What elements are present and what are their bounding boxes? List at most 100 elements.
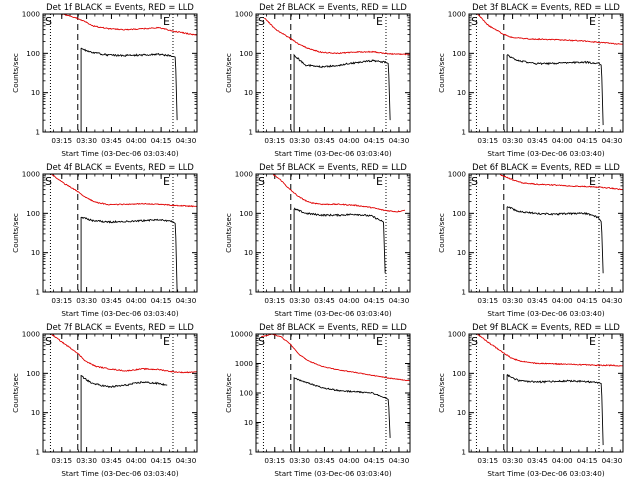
x-tick-label: 03:15 (264, 136, 285, 145)
y-tick-label: 1 (248, 448, 253, 457)
y-tick-label: 10 (457, 408, 467, 417)
plot-frame (42, 333, 198, 453)
x-tick-label: 03:30 (289, 296, 310, 305)
x-tick-label: 03:30 (502, 296, 523, 305)
y-tick-label: 100 (26, 209, 40, 218)
x-tick-label: 04:00 (339, 136, 360, 145)
lld-series-line (498, 174, 623, 191)
y-axis-label: Counts/sec (437, 53, 446, 93)
events-series-line (293, 53, 391, 132)
y-tick-label: 10 (31, 408, 41, 417)
start-marker: S (471, 15, 478, 28)
x-tick-label: 03:45 (101, 456, 122, 465)
x-tick-label: 04:30 (602, 296, 623, 305)
x-tick-label: 04:15 (364, 296, 385, 305)
x-axis-label: Start Time (03-Dec-06 03:03:40) (274, 469, 391, 478)
plot-frame (255, 13, 411, 133)
x-axis-label: Start Time (03-Dec-06 03:03:40) (487, 309, 604, 318)
start-marker: S (258, 335, 265, 348)
x-tick-label: 04:15 (577, 296, 598, 305)
y-tick-label: 10 (244, 418, 254, 427)
x-tick-label: 03:30 (76, 456, 97, 465)
plot-frame (255, 173, 411, 293)
y-axis-label: Counts/sec (224, 53, 233, 93)
x-tick-label: 03:30 (289, 136, 310, 145)
chart-title: Det 5f BLACK = Events, RED = LLD (259, 162, 407, 172)
chart-title: Det 8f BLACK = Events, RED = LLD (259, 322, 407, 332)
y-axis-label: Counts/sec (224, 373, 233, 413)
y-tick-label: 100 (26, 49, 40, 58)
plot-frame (468, 333, 624, 453)
x-tick-label: 03:15 (51, 136, 72, 145)
end-marker: E (589, 335, 596, 348)
events-series-line (506, 206, 604, 292)
y-axis-label: Counts/sec (11, 373, 20, 413)
x-tick-label: 03:45 (527, 136, 548, 145)
x-tick-label: 04:00 (126, 296, 147, 305)
end-marker: E (589, 175, 596, 188)
x-tick-label: 04:30 (602, 136, 623, 145)
x-tick-label: 04:30 (176, 296, 197, 305)
x-tick-label: 03:30 (76, 136, 97, 145)
x-tick-label: 04:30 (389, 456, 410, 465)
y-tick-label: 1000 (448, 170, 467, 179)
x-tick-label: 03:15 (477, 296, 498, 305)
y-tick-label: 1 (35, 128, 40, 137)
chart-title: Det 9f BLACK = Events, RED = LLD (472, 322, 620, 332)
x-tick-label: 04:15 (151, 296, 172, 305)
chart-panel-1: Det 1f BLACK = Events, RED = LLD Start Ti… (11, 2, 198, 158)
chart-panel-4: Det 4f BLACK = Events, RED = LLD Start Ti… (11, 162, 198, 318)
x-tick-label: 03:30 (289, 456, 310, 465)
x-tick-label: 04:30 (602, 456, 623, 465)
x-tick-label: 04:00 (552, 136, 573, 145)
y-tick-label: 10000 (230, 330, 253, 339)
y-tick-label: 100 (452, 49, 466, 58)
end-marker: E (163, 175, 170, 188)
x-tick-label: 04:00 (552, 296, 573, 305)
y-axis-label: Counts/sec (224, 213, 233, 253)
x-axis-label: Start Time (03-Dec-06 03:03:40) (487, 149, 604, 158)
events-series-line (293, 207, 386, 292)
plot-frame (42, 173, 198, 293)
chart-title: Det 1f BLACK = Events, RED = LLD (46, 2, 194, 12)
chart-title: Det 3f BLACK = Events, RED = LLD (472, 2, 620, 12)
chart-panel-7: Det 7f BLACK = Events, RED = LLD Start Ti… (11, 322, 198, 478)
y-tick-label: 1 (248, 128, 253, 137)
chart-title: Det 7f BLACK = Events, RED = LLD (46, 322, 194, 332)
x-tick-label: 03:15 (477, 136, 498, 145)
y-tick-label: 1000 (22, 10, 41, 19)
x-tick-label: 03:45 (314, 296, 335, 305)
lld-series-line (272, 174, 406, 213)
y-tick-label: 1 (35, 288, 40, 297)
x-tick-label: 03:45 (101, 296, 122, 305)
end-marker: E (376, 15, 383, 28)
events-series-line (506, 374, 604, 452)
chart-panel-3: Det 3f BLACK = Events, RED = LLD Start Ti… (437, 2, 624, 158)
x-tick-label: 03:15 (51, 456, 72, 465)
x-tick-label: 04:15 (364, 136, 385, 145)
y-tick-label: 100 (239, 49, 253, 58)
chart-panel-8: Det 8f BLACK = Events, RED = LLD Start Ti… (224, 322, 411, 478)
events-series-line (80, 374, 168, 452)
events-series-line (80, 216, 178, 292)
x-tick-label: 03:45 (101, 136, 122, 145)
chart-title: Det 6f BLACK = Events, RED = LLD (472, 162, 620, 172)
x-axis-label: Start Time (03-Dec-06 03:03:40) (274, 309, 391, 318)
x-tick-label: 04:30 (176, 456, 197, 465)
x-tick-label: 03:30 (76, 296, 97, 305)
events-series-line (80, 47, 178, 132)
x-tick-label: 03:30 (502, 136, 523, 145)
y-tick-label: 1 (461, 288, 466, 297)
y-axis-label: Counts/sec (11, 53, 20, 93)
x-tick-label: 04:30 (176, 136, 197, 145)
x-tick-label: 03:15 (264, 296, 285, 305)
y-tick-label: 100 (239, 209, 253, 218)
y-tick-label: 10 (31, 248, 41, 257)
y-tick-label: 100 (452, 369, 466, 378)
y-tick-label: 10 (31, 88, 41, 97)
events-series-line (293, 376, 391, 452)
x-tick-label: 04:30 (389, 296, 410, 305)
y-tick-label: 1000 (235, 170, 254, 179)
lld-series-line (260, 334, 410, 382)
